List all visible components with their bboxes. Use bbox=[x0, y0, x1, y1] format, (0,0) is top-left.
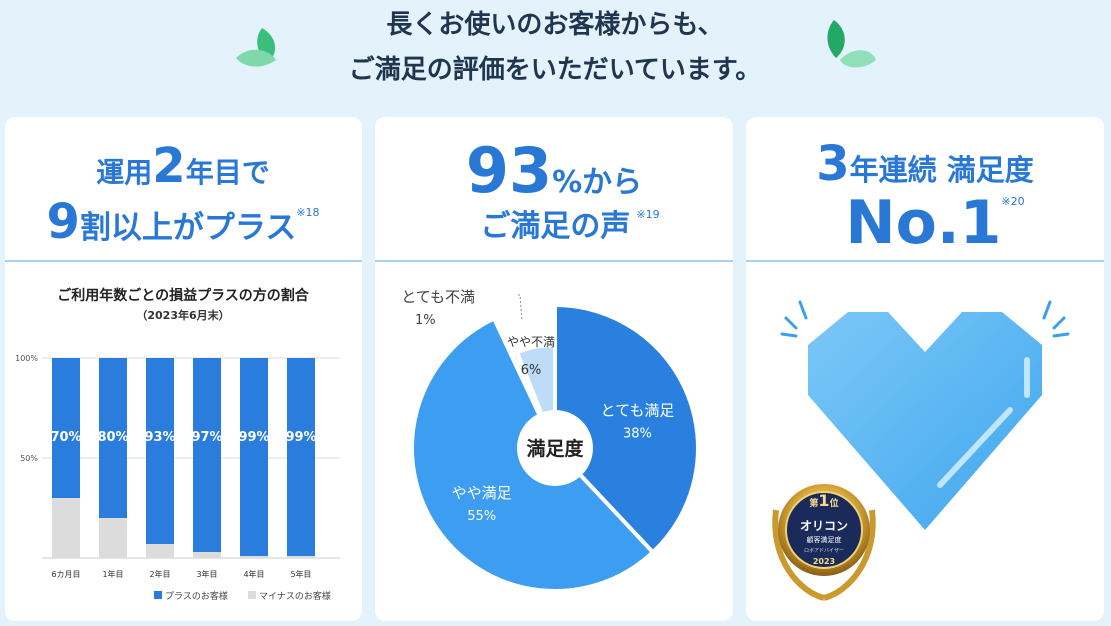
bar-segment bbox=[193, 358, 221, 552]
slice-label: やや満足 bbox=[452, 484, 512, 502]
leaf-decoration bbox=[236, 20, 876, 68]
title-part: %から bbox=[552, 165, 642, 200]
x-tick-label: 3年目 bbox=[196, 569, 217, 579]
title-part: No.1 bbox=[845, 188, 1001, 258]
value-label: 99% bbox=[285, 430, 316, 445]
badge-text: オリコン bbox=[800, 519, 848, 533]
bar-segment bbox=[240, 358, 268, 556]
card-title: 運用2年目で bbox=[96, 138, 269, 194]
legend-label: マイナスのお客様 bbox=[259, 590, 331, 602]
bar-segment bbox=[146, 544, 174, 558]
legend-swatch bbox=[154, 591, 162, 599]
chart-subtitle: （2023年6月末） bbox=[136, 308, 229, 322]
y-tick-label: 50% bbox=[20, 454, 38, 463]
footnote-ref: ※18 bbox=[296, 206, 319, 219]
footnote-ref: ※19 bbox=[636, 208, 659, 221]
slice-value: 55% bbox=[467, 509, 496, 524]
card-title: 9割以上がプラス※18 bbox=[46, 194, 319, 250]
title-part: ご満足の声 bbox=[480, 209, 630, 244]
value-label: 70% bbox=[50, 430, 81, 445]
value-label: 80% bbox=[97, 430, 128, 445]
legend-swatch bbox=[248, 591, 256, 599]
slice-label: とても不満 bbox=[401, 288, 475, 306]
donut-hole bbox=[517, 410, 593, 486]
chart-title: ご利用年数ごとの損益プラスの方の割合 bbox=[57, 287, 310, 304]
x-tick-label: 6カ月目 bbox=[51, 570, 80, 579]
bar-segment bbox=[99, 518, 127, 558]
title-part: 93 bbox=[466, 134, 552, 207]
donut-center-label: 満足度 bbox=[526, 437, 584, 460]
title-part: 9 bbox=[46, 194, 79, 250]
title-part: 年目で bbox=[186, 156, 270, 189]
badge-part: 第 bbox=[809, 497, 818, 509]
slice-label: やや不満 bbox=[507, 335, 555, 349]
title-part: 割以上がプラス bbox=[80, 210, 296, 246]
x-tick-label: 2年目 bbox=[149, 569, 170, 579]
bar-segment bbox=[52, 498, 80, 558]
badge-text: ロボアドバイザー bbox=[804, 547, 844, 554]
badge-part: 1 bbox=[818, 491, 829, 510]
legend-label: プラスのお客様 bbox=[165, 590, 228, 602]
bar-segment bbox=[287, 358, 315, 556]
badge-part: 位 bbox=[830, 497, 839, 509]
card-title: 93%から bbox=[466, 134, 642, 207]
slice-value: 38% bbox=[623, 426, 652, 441]
title-part: 3 bbox=[816, 136, 849, 192]
title-part: 年連続 満足度 bbox=[850, 153, 1034, 187]
card-title: No.1※20 bbox=[845, 188, 1024, 258]
bar-segment bbox=[99, 358, 127, 518]
donut-slice bbox=[553, 302, 700, 556]
badge-text: 第1位 bbox=[809, 491, 838, 510]
slice-label: とても満足 bbox=[601, 401, 675, 419]
badge-text: 2023 bbox=[813, 557, 835, 566]
heading-line: 長くお使いのお客様からも、 bbox=[386, 9, 723, 40]
slice-value: 6% bbox=[521, 363, 542, 378]
value-label: 99% bbox=[238, 430, 269, 445]
badge-text: 顧客満足度 bbox=[807, 535, 842, 544]
footnote-ref: ※20 bbox=[1001, 195, 1024, 208]
heading-line: ご満足の評価をいただいています。 bbox=[349, 54, 762, 85]
bar-segment bbox=[287, 556, 315, 558]
card bbox=[5, 117, 362, 621]
bar-segment bbox=[146, 358, 174, 544]
badge: 第1位 オリコン 顧客満足度 ロボアドバイザー 2023 bbox=[772, 484, 876, 601]
leader-line bbox=[518, 294, 523, 321]
card-title: ご満足の声 ※19 bbox=[480, 208, 659, 244]
title-part: 2 bbox=[152, 138, 185, 194]
x-tick-label: 5年目 bbox=[290, 569, 311, 579]
heart-illustration bbox=[780, 300, 1070, 530]
slice-value: 1% bbox=[415, 313, 436, 328]
bar-segment bbox=[193, 552, 221, 558]
bar-segment bbox=[240, 556, 268, 558]
bar-segment bbox=[52, 358, 80, 498]
x-tick-label: 4年目 bbox=[243, 569, 264, 579]
value-label: 93% bbox=[144, 430, 175, 445]
card-title: 3年連続 満足度 bbox=[816, 136, 1034, 192]
y-tick-label: 100% bbox=[15, 354, 38, 363]
x-tick-label: 1年目 bbox=[102, 569, 123, 579]
title-part: 運用 bbox=[96, 156, 152, 189]
value-label: 97% bbox=[191, 430, 222, 445]
